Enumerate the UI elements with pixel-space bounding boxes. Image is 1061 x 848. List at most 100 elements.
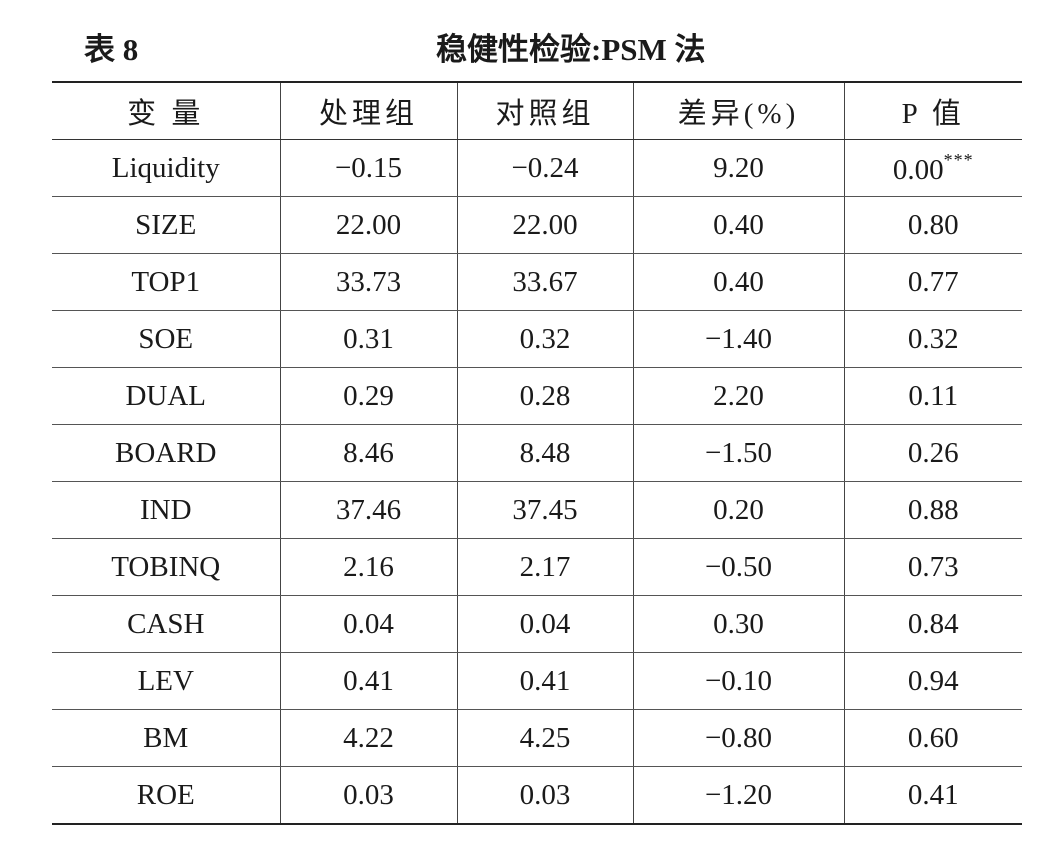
header-treated-group: 处理组 — [279, 81, 457, 140]
significance-stars: *** — [943, 149, 974, 170]
cell-p-value-text: 0.11 — [908, 379, 959, 412]
table-row: CASH 0.04 0.04 0.30 0.84 — [52, 595, 1022, 653]
cell-difference-text: −0.80 — [704, 721, 773, 754]
cell-treated: 0.04 — [279, 595, 457, 653]
cell-difference-text: 0.40 — [713, 265, 764, 298]
cell-control: 0.28 — [456, 367, 633, 425]
table-caption: 表 8 稳健性检验:PSM 法 — [52, 18, 1022, 70]
cell-difference: −1.50 — [632, 424, 844, 482]
cell-control-text: 0.41 — [519, 664, 571, 697]
table-row: TOP1 33.73 33.67 0.40 0.77 — [52, 253, 1022, 311]
cell-variable: BM — [52, 709, 280, 767]
cell-variable: IND — [52, 481, 280, 539]
header-p-value: P 值 — [843, 81, 1022, 140]
table-row: LEV 0.41 0.41 −0.10 0.94 — [52, 652, 1022, 710]
cell-variable: DUAL — [52, 367, 280, 425]
cell-difference-text: −0.10 — [704, 664, 773, 697]
cell-difference: −0.50 — [632, 538, 844, 596]
cell-treated: 22.00 — [279, 196, 457, 254]
table-row: ROE 0.03 0.03 −1.20 0.41 — [52, 766, 1022, 825]
cell-p-value-text: 0.60 — [907, 721, 959, 754]
cell-difference: −0.80 — [632, 709, 844, 767]
cell-control-text: 0.32 — [519, 322, 571, 355]
cell-control-text: −0.24 — [511, 151, 579, 184]
cell-p-value-text: 0.77 — [907, 265, 959, 298]
cell-p-value: 0.11 — [843, 367, 1022, 425]
cell-treated: 8.46 — [279, 424, 457, 482]
cell-p-value-text: 0.32 — [907, 322, 959, 355]
cell-control: 22.00 — [456, 196, 633, 254]
cell-control-text: 0.03 — [519, 778, 571, 811]
cell-difference: 0.30 — [632, 595, 844, 653]
cell-control: 0.03 — [456, 766, 633, 825]
cell-variable-text: TOBINQ — [111, 550, 221, 583]
cell-treated: 33.73 — [279, 253, 457, 311]
cell-p-value-text: 0.88 — [907, 493, 959, 526]
cell-difference: 2.20 — [632, 367, 844, 425]
cell-control-text: 37.45 — [512, 493, 578, 526]
cell-variable: TOBINQ — [52, 538, 280, 596]
cell-treated-text: 0.29 — [343, 379, 394, 412]
cell-treated-text: 37.46 — [335, 493, 402, 526]
cell-difference-text: 0.20 — [713, 493, 764, 526]
table-row: SOE 0.31 0.32 −1.40 0.32 — [52, 310, 1022, 368]
cell-treated-text: 0.31 — [343, 322, 394, 355]
table-row: DUAL 0.29 0.28 2.20 0.11 — [52, 367, 1022, 425]
cell-p-value: 0.94 — [843, 652, 1022, 710]
cell-treated-text: −0.15 — [334, 151, 403, 184]
cell-p-value: 0.84 — [843, 595, 1022, 653]
cell-treated: 0.31 — [279, 310, 457, 368]
cell-difference-text: −1.40 — [704, 322, 773, 355]
cell-difference-text: 0.30 — [713, 607, 764, 640]
cell-difference: −0.10 — [632, 652, 844, 710]
cell-variable-text: BOARD — [114, 436, 217, 469]
cell-control: 2.17 — [456, 538, 633, 596]
header-variable: 变 量 — [52, 81, 280, 140]
cell-p-value: 0.00*** — [843, 139, 1022, 197]
cell-treated-text: 8.46 — [343, 436, 394, 469]
cell-control: −0.24 — [456, 139, 633, 197]
cell-control: 33.67 — [456, 253, 633, 311]
cell-variable-text: CASH — [127, 607, 205, 640]
cell-variable: ROE — [52, 766, 280, 825]
cell-treated: 0.03 — [279, 766, 457, 825]
cell-treated: 0.29 — [279, 367, 457, 425]
cell-control-text: 2.17 — [519, 550, 571, 583]
cell-treated: 4.22 — [279, 709, 457, 767]
cell-variable-text: IND — [139, 493, 192, 526]
table-row: Liquidity −0.15 −0.24 9.20 0.00*** — [52, 139, 1022, 197]
cell-control: 0.32 — [456, 310, 633, 368]
table-header-row: 变 量 处理组 对照组 差异(%) P 值 — [52, 81, 1022, 140]
cell-variable-text: SOE — [138, 322, 194, 355]
cell-difference: 9.20 — [632, 139, 844, 197]
cell-difference-text: 9.20 — [713, 151, 764, 184]
cell-control: 4.25 — [456, 709, 633, 767]
cell-variable: LEV — [52, 652, 280, 710]
cell-difference: −1.20 — [632, 766, 844, 825]
table-title: 稳健性检验:PSM 法 — [436, 32, 706, 67]
cell-variable-text: Liquidity — [111, 151, 220, 184]
cell-treated-text: 4.22 — [343, 721, 394, 754]
cell-variable: BOARD — [52, 424, 280, 482]
cell-p-value-text: 0.80 — [907, 208, 959, 241]
cell-p-value-text: 0.26 — [907, 436, 959, 469]
cell-variable: TOP1 — [52, 253, 280, 311]
psm-results-table: 变 量 处理组 对照组 差异(%) P 值 Liquidity −0.15 −0.2… — [52, 81, 1022, 825]
cell-difference: 0.40 — [632, 196, 844, 254]
cell-p-value-text: 0.00 — [892, 153, 944, 186]
cell-p-value-text: 0.84 — [907, 607, 959, 640]
cell-control: 37.45 — [456, 481, 633, 539]
cell-difference-text: −1.20 — [704, 778, 773, 811]
cell-treated-text: 0.41 — [343, 664, 394, 697]
cell-control-text: 0.28 — [519, 379, 571, 412]
cell-treated-text: 0.03 — [343, 778, 394, 811]
cell-p-value-text: 0.41 — [907, 778, 959, 811]
table-row: BOARD 8.46 8.48 −1.50 0.26 — [52, 424, 1022, 482]
cell-variable-text: SIZE — [135, 208, 197, 241]
cell-difference: 0.20 — [632, 481, 844, 539]
cell-variable: SIZE — [52, 196, 280, 254]
cell-difference-text: −1.50 — [704, 436, 773, 469]
cell-difference-text: 0.40 — [713, 208, 764, 241]
table-row: SIZE 22.00 22.00 0.40 0.80 — [52, 196, 1022, 254]
cell-control-text: 33.67 — [512, 265, 578, 298]
